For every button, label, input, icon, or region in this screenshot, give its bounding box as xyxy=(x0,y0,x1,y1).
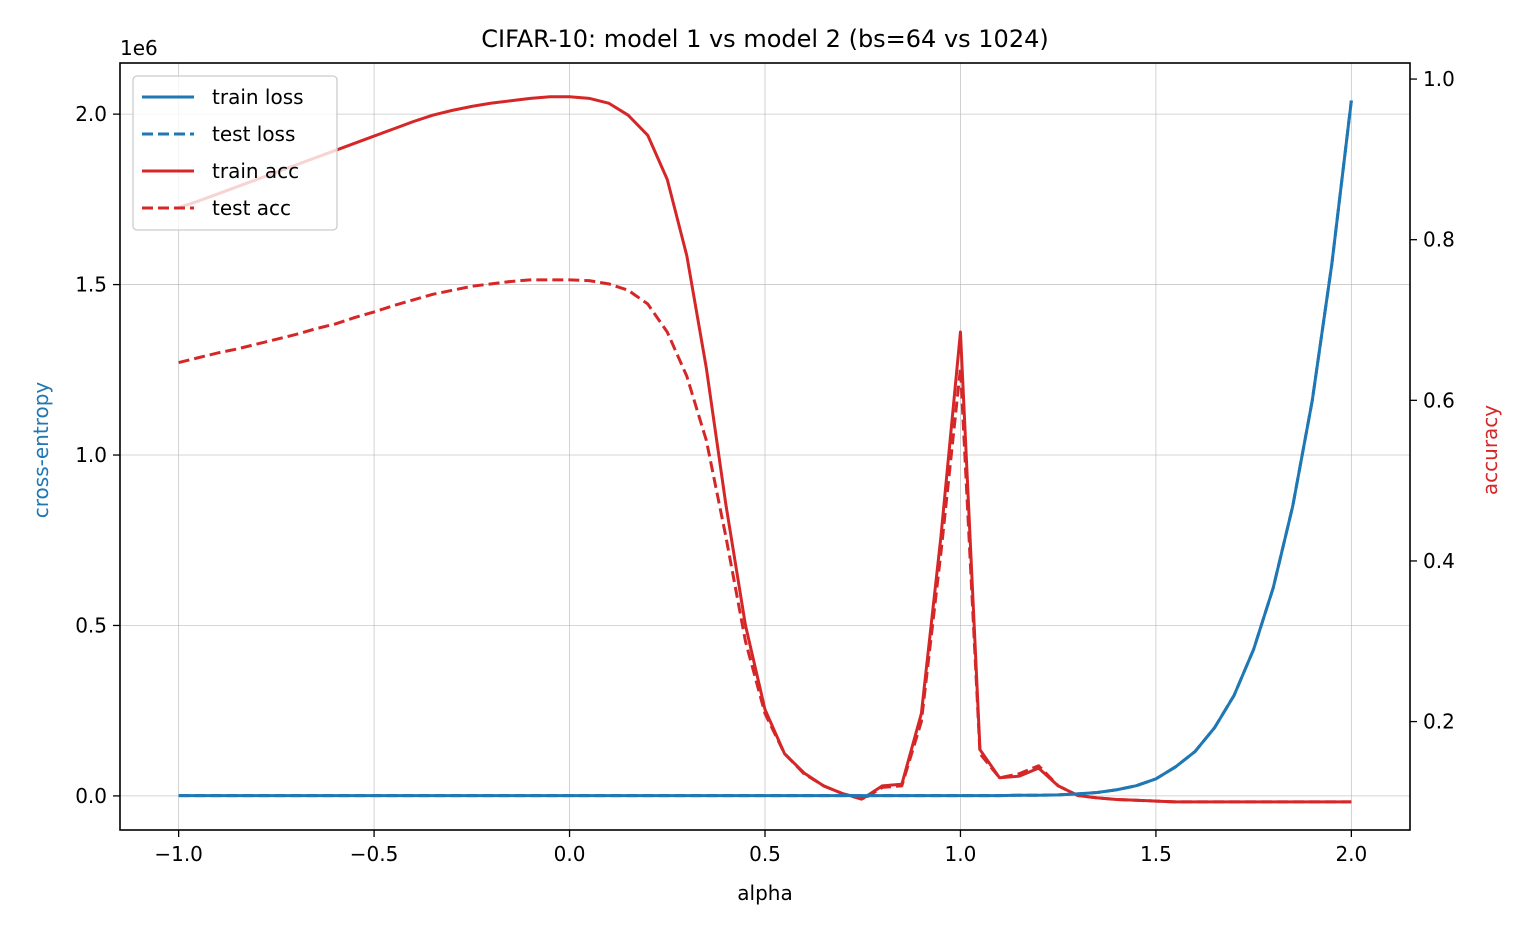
legend-label-test-acc: test acc xyxy=(212,196,291,220)
y-tick-label-left: 1.0 xyxy=(75,443,107,467)
x-tick-label: 1.5 xyxy=(1140,842,1172,866)
y-tick-label-left: 0.5 xyxy=(75,613,107,637)
y-tick-label-left: 1.5 xyxy=(75,273,107,297)
y-tick-label-left: 0.0 xyxy=(75,784,107,808)
x-tick-label: 0.0 xyxy=(554,842,586,866)
series-layer xyxy=(178,95,1353,804)
series-test-acc-line xyxy=(178,278,1352,804)
legend: train loss test loss train acc test acc xyxy=(132,75,338,231)
y-tick-label-right: 0.8 xyxy=(1423,228,1455,252)
y-axis-label-right: accuracy xyxy=(1478,405,1502,495)
x-axis-label: alpha xyxy=(737,881,792,905)
y-tick-label-right: 0.6 xyxy=(1423,388,1455,412)
x-tick-label: 1.0 xyxy=(945,842,977,866)
y-tick-label-left: 2.0 xyxy=(75,102,107,126)
chart-title: CIFAR-10: model 1 vs model 2 (bs=64 vs 1… xyxy=(481,25,1048,53)
legend-box xyxy=(132,75,338,231)
legend-label-train-acc: train acc xyxy=(212,159,299,183)
y-tick-label-right: 0.4 xyxy=(1423,549,1455,573)
x-tick-label: −1.0 xyxy=(154,842,203,866)
legend-label-test-loss: test loss xyxy=(212,122,295,146)
y-tick-label-right: 0.2 xyxy=(1423,710,1455,734)
x-tick-label: −0.5 xyxy=(350,842,399,866)
ticks: −1.0 −0.5 0.0 0.5 1.0 1.5 2.0 0.0 0.5 1.0 1.5 2.0 0.… xyxy=(75,67,1455,866)
legend-label-train-loss: train loss xyxy=(212,85,304,109)
x-tick-label: 2.0 xyxy=(1335,842,1367,866)
y-tick-label-right: 1.0 xyxy=(1423,67,1455,91)
series-test-loss-line xyxy=(178,100,1353,798)
y-axis-label-left: cross-entropy xyxy=(29,382,53,519)
y-offset-text: 1e6 xyxy=(120,36,158,60)
x-tick-label: 0.5 xyxy=(749,842,781,866)
